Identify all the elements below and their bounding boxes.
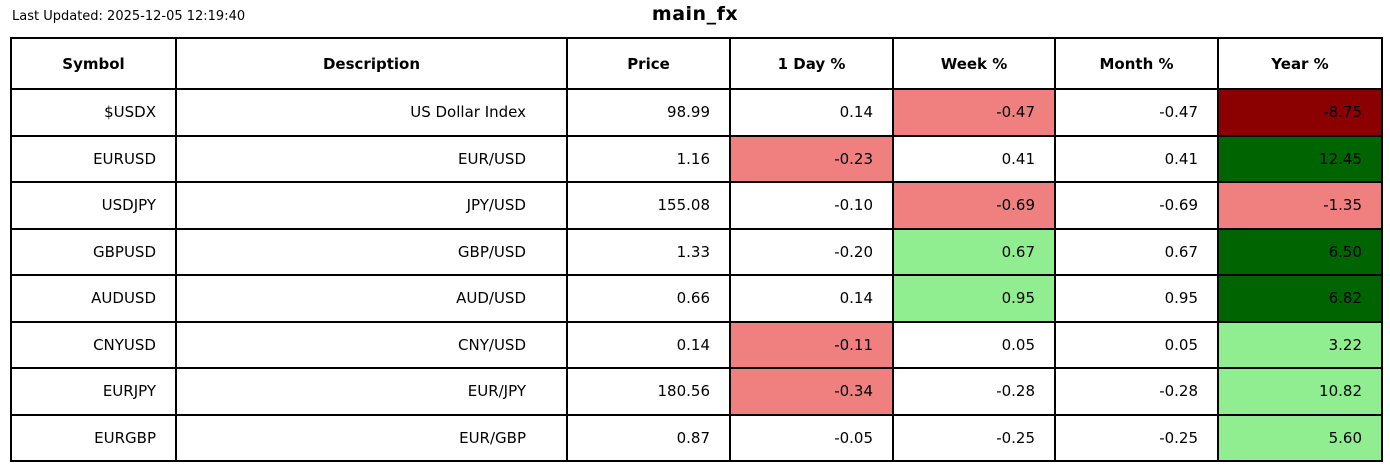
column-header-month-pct: Month % (1054, 37, 1219, 90)
table-row: EURUSD EUR/USD 1.16 -0.23 0.41 0.41 12.45 (10, 134, 1383, 183)
symbol-cell: GBPUSD (10, 227, 177, 276)
symbol-cell: EURGBP (10, 413, 177, 462)
description-cell: US Dollar Index (175, 88, 568, 137)
price-cell: 98.99 (566, 88, 731, 137)
column-header-week-pct: Week % (892, 37, 1056, 90)
month-pct-cell: 0.41 (1054, 134, 1219, 183)
week-pct-cell: 0.05 (892, 320, 1056, 369)
week-pct-cell: -0.69 (892, 181, 1056, 230)
day-pct-cell: -0.20 (729, 227, 894, 276)
day-pct-cell: -0.11 (729, 320, 894, 369)
column-header-year-pct: Year % (1217, 37, 1383, 90)
page-title: main_fx (651, 3, 739, 25)
month-pct-cell: 0.05 (1054, 320, 1219, 369)
symbol-cell: CNYUSD (10, 320, 177, 369)
year-pct-cell: 10.82 (1217, 367, 1383, 416)
year-pct-cell: -1.35 (1217, 181, 1383, 230)
day-pct-cell: -0.23 (729, 134, 894, 183)
price-cell: 0.14 (566, 320, 731, 369)
day-pct-cell: -0.10 (729, 181, 894, 230)
price-cell: 1.16 (566, 134, 731, 183)
header-row: Symbol Description Price 1 Day % Week % … (10, 37, 1383, 90)
year-pct-cell: 6.82 (1217, 274, 1383, 323)
symbol-cell: EURUSD (10, 134, 177, 183)
description-cell: EUR/USD (175, 134, 568, 183)
table-row: USDJPY JPY/USD 155.08 -0.10 -0.69 -0.69 -1.35 (10, 181, 1383, 230)
description-cell: EUR/GBP (175, 413, 568, 462)
week-pct-cell: 0.95 (892, 274, 1056, 323)
month-pct-cell: -0.25 (1054, 413, 1219, 462)
table-row: CNYUSD CNY/USD 0.14 -0.11 0.05 0.05 3.22 (10, 320, 1383, 369)
description-cell: JPY/USD (175, 181, 568, 230)
month-pct-cell: -0.47 (1054, 88, 1219, 137)
description-cell: CNY/USD (175, 320, 568, 369)
price-cell: 155.08 (566, 181, 731, 230)
last-updated-text: Last Updated: 2025-12-05 12:19:40 (12, 9, 246, 24)
year-pct-cell: -8.75 (1217, 88, 1383, 137)
column-header-price: Price (566, 37, 731, 90)
table-row: AUDUSD AUD/USD 0.66 0.14 0.95 0.95 6.82 (10, 274, 1383, 323)
table-row: GBPUSD GBP/USD 1.33 -0.20 0.67 0.67 6.50 (10, 227, 1383, 276)
day-pct-cell: -0.34 (729, 367, 894, 416)
week-pct-cell: -0.47 (892, 88, 1056, 137)
table-row: $USDX US Dollar Index 98.99 0.14 -0.47 -0.47-… (10, 88, 1383, 137)
fx-table: Symbol Description Price 1 Day % Week % … (10, 37, 1383, 462)
month-pct-cell: 0.95 (1054, 274, 1219, 323)
week-pct-cell: 0.67 (892, 227, 1056, 276)
month-pct-cell: -0.69 (1054, 181, 1219, 230)
column-header-symbol: Symbol (10, 37, 177, 90)
day-pct-cell: 0.14 (729, 274, 894, 323)
year-pct-cell: 3.22 (1217, 320, 1383, 369)
price-cell: 180.56 (566, 367, 731, 416)
year-pct-cell: 5.60 (1217, 413, 1383, 462)
symbol-cell: USDJPY (10, 181, 177, 230)
symbol-cell: $USDX (10, 88, 177, 137)
table-row: EURGBP EUR/GBP 0.87 -0.05 -0.25 -0.25 5.60 (10, 413, 1383, 462)
month-pct-cell: 0.67 (1054, 227, 1219, 276)
price-cell: 0.66 (566, 274, 731, 323)
month-pct-cell: -0.28 (1054, 367, 1219, 416)
symbol-cell: AUDUSD (10, 274, 177, 323)
price-cell: 0.87 (566, 413, 731, 462)
column-header-description: Description (175, 37, 568, 90)
description-cell: GBP/USD (175, 227, 568, 276)
year-pct-cell: 6.50 (1217, 227, 1383, 276)
symbol-cell: EURJPY (10, 367, 177, 416)
year-pct-cell: 12.45 (1217, 134, 1383, 183)
column-header-day-pct: 1 Day % (729, 37, 894, 90)
week-pct-cell: -0.25 (892, 413, 1056, 462)
description-cell: AUD/USD (175, 274, 568, 323)
price-cell: 1.33 (566, 227, 731, 276)
week-pct-cell: 0.41 (892, 134, 1056, 183)
week-pct-cell: -0.28 (892, 367, 1056, 416)
day-pct-cell: 0.14 (729, 88, 894, 137)
day-pct-cell: -0.05 (729, 413, 894, 462)
description-cell: EUR/JPY (175, 367, 568, 416)
table-row: EURJPY EUR/JPY 180.56 -0.34 -0.28 -0.28 10.82 (10, 367, 1383, 416)
